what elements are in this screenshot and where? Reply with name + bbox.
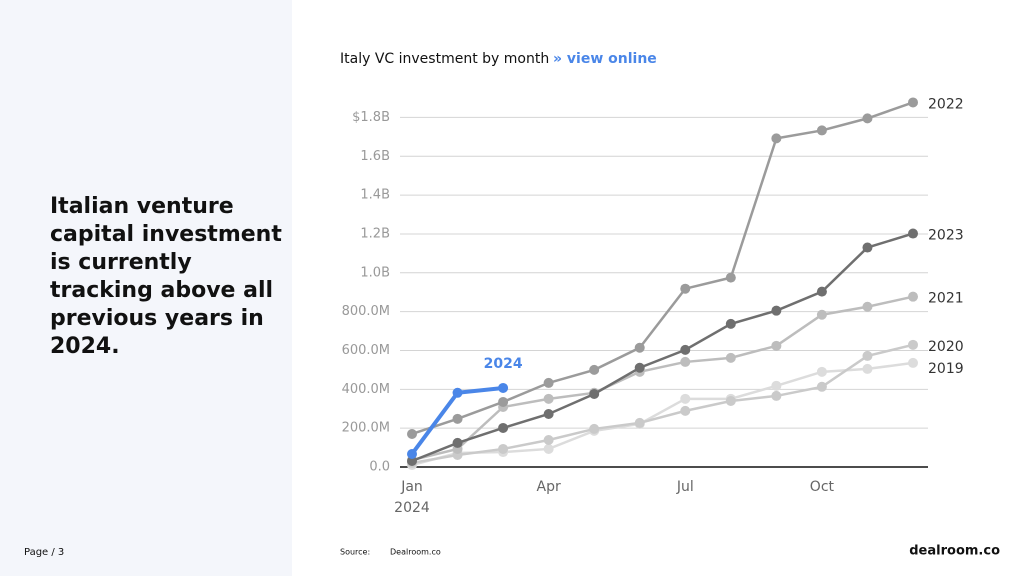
- point: [543, 377, 554, 388]
- point: [543, 443, 554, 454]
- point: [543, 393, 554, 404]
- series-label: 2024: [484, 356, 523, 372]
- point: [771, 305, 782, 316]
- series-line: [411, 101, 914, 436]
- point: [407, 428, 417, 439]
- logo: dealroom.co: [909, 544, 1000, 559]
- series-label: 2022: [928, 96, 964, 112]
- source: Dealroom.co: [390, 548, 441, 557]
- point: [498, 382, 509, 393]
- x-tick-label: Oct: [810, 479, 835, 495]
- series-label: 2021: [928, 291, 964, 307]
- point: [908, 357, 918, 368]
- point: [908, 228, 918, 239]
- y-tick-label: 600.0M: [342, 343, 390, 358]
- point: [543, 435, 554, 446]
- point: [862, 350, 873, 361]
- point: [498, 443, 509, 454]
- point: [725, 352, 736, 363]
- series-label: 2020: [928, 339, 964, 355]
- y-tick-label: 0.0: [369, 460, 390, 475]
- chart-title: Italy VC investment by month: [340, 51, 549, 67]
- point: [862, 113, 873, 124]
- point: [816, 286, 827, 297]
- y-tick-label: 1.4B: [360, 188, 390, 203]
- heading-line: 2024.: [50, 334, 120, 359]
- y-tick-label: $1.8B: [352, 110, 390, 125]
- heading: Italian venture capital investment is curr…: [50, 193, 282, 361]
- point: [816, 125, 827, 136]
- y-tick-label: 1.6B: [360, 149, 390, 164]
- page-number: Page / 3: [24, 547, 64, 558]
- source-label: Source:: [340, 548, 370, 557]
- point: [680, 393, 691, 404]
- point: [771, 340, 782, 351]
- point: [407, 455, 417, 466]
- side-panel: Italian venture capital investment is curr…: [0, 0, 292, 576]
- y-tick-label: 200.0M: [342, 421, 390, 436]
- point: [771, 380, 782, 391]
- series-label: 2019: [928, 361, 964, 377]
- point: [452, 387, 463, 398]
- series-line: [411, 295, 914, 462]
- point: [862, 242, 873, 253]
- y-tick-label: 400.0M: [342, 382, 390, 397]
- point: [725, 395, 736, 406]
- point: [407, 448, 417, 459]
- x-tick-label: Jul: [676, 479, 694, 495]
- series-line: [411, 361, 914, 467]
- x-tick-label: Jan: [400, 479, 423, 495]
- series-label: 2023: [928, 228, 964, 244]
- heading-line: previous years in: [50, 306, 264, 331]
- point: [452, 413, 463, 424]
- series-line: [411, 232, 914, 463]
- point: [680, 344, 691, 355]
- point: [725, 272, 736, 283]
- point: [680, 356, 691, 367]
- heading-line: is currently: [50, 250, 192, 275]
- point: [634, 417, 645, 428]
- point: [634, 342, 645, 353]
- x-tick-label: Apr: [537, 479, 561, 495]
- series-line: [411, 343, 914, 465]
- view-online-link[interactable]: » view online: [553, 51, 657, 67]
- point: [498, 396, 509, 407]
- point: [589, 364, 600, 375]
- point: [816, 366, 827, 377]
- point: [725, 318, 736, 329]
- y-tick-label: 800.0M: [342, 304, 390, 319]
- heading-line: capital investment: [50, 222, 282, 247]
- point: [771, 133, 782, 144]
- x-sublabel: 2024: [394, 500, 430, 516]
- point: [771, 390, 782, 401]
- point: [862, 301, 873, 312]
- point: [862, 363, 873, 374]
- point: [498, 422, 509, 433]
- point: [680, 283, 691, 294]
- point: [543, 408, 554, 419]
- point: [452, 437, 463, 448]
- point: [589, 423, 600, 434]
- point: [816, 381, 827, 392]
- y-tick-label: 1.0B: [360, 265, 390, 280]
- heading-line: tracking above all: [50, 278, 274, 303]
- y-tick-label: 1.2B: [360, 226, 390, 241]
- point: [908, 97, 918, 108]
- point: [680, 405, 691, 416]
- point: [908, 339, 918, 350]
- point: [816, 309, 827, 320]
- point: [589, 388, 600, 399]
- point: [908, 291, 918, 302]
- heading-line: Italian venture: [50, 194, 234, 219]
- point: [634, 362, 645, 373]
